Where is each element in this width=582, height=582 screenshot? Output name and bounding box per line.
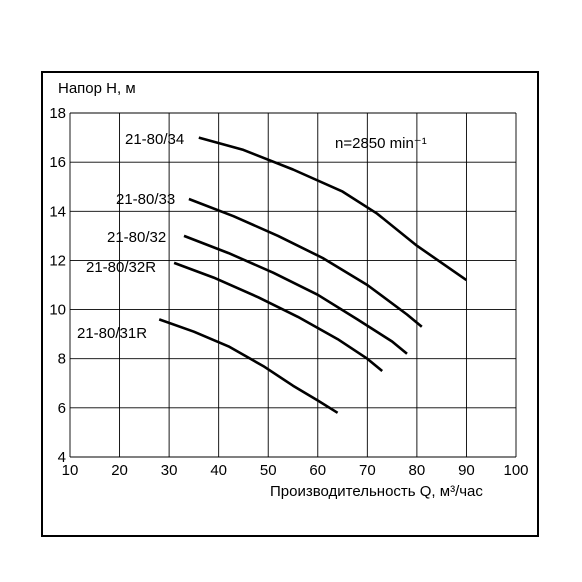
chart-frame xyxy=(41,71,539,537)
x-axis-title: Производительность Q, м³/час xyxy=(270,483,483,500)
x-tick-label: 20 xyxy=(111,462,128,479)
series-line-21-80/33 xyxy=(188,197,423,328)
series-label: 21-80/32 xyxy=(107,229,166,246)
series-line-21-80/31R xyxy=(158,318,339,414)
x-tick-label: 40 xyxy=(210,462,227,479)
series-line-21-80/32R xyxy=(173,261,384,373)
y-tick-label: 18 xyxy=(49,105,66,122)
x-tick-label: 80 xyxy=(409,462,426,479)
x-tick-label: 70 xyxy=(359,462,376,479)
y-tick-label: 12 xyxy=(49,252,66,269)
series-line-21-80/34 xyxy=(198,136,468,282)
y-tick-label: 4 xyxy=(58,449,66,466)
x-tick-label: 100 xyxy=(503,462,528,479)
x-tick-label: 30 xyxy=(161,462,178,479)
x-tick-label: 10 xyxy=(62,462,79,479)
series-label: 21-80/34 xyxy=(125,131,184,148)
y-tick-label: 16 xyxy=(49,154,66,171)
curves xyxy=(158,136,468,414)
series-line-21-80/32 xyxy=(183,234,408,355)
x-tick-label: 90 xyxy=(458,462,475,479)
series-label: 21-80/31R xyxy=(77,325,147,342)
grid xyxy=(69,112,517,458)
series-label: 21-80/33 xyxy=(116,191,175,208)
y-tick-label: 8 xyxy=(58,351,66,368)
x-tick-label: 50 xyxy=(260,462,277,479)
y-tick-label: 14 xyxy=(49,203,66,220)
series-label: 21-80/32R xyxy=(86,259,156,276)
y-tick-label: 6 xyxy=(58,400,66,417)
speed-annotation: n=2850 min⁻¹ xyxy=(335,135,427,152)
labels: 10 20 30 40 50 60 70 80 90 100 4 6 8 10 12 14 16 18 21-80/… xyxy=(49,80,528,500)
x-tick-label: 60 xyxy=(309,462,326,479)
y-tick-label: 10 xyxy=(49,302,66,319)
y-axis-title: Напор H, м xyxy=(58,80,136,97)
